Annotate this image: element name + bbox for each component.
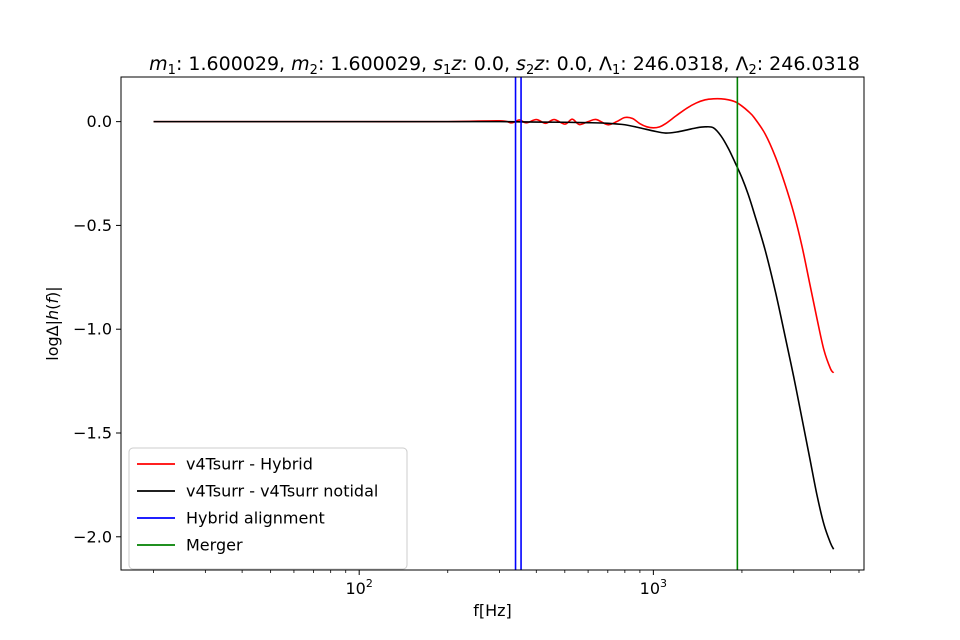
x-axis-label: f[Hz] [473,601,512,620]
y-tick-label-1: −0.5 [73,216,112,235]
y-tick-label-2: −1.0 [73,320,112,339]
plot-area [153,77,835,570]
axes: 0.0 −0.5 −1.0 −1.5 −2.0 102 103 [73,76,865,598]
y-axis-label: logΔ|h(f)| [43,286,62,360]
series-line-0 [153,97,835,374]
y-tick-label-3: −1.5 [73,423,112,442]
legend-label-3: Merger [186,536,243,555]
x-tick-label-1: 103 [640,577,667,598]
chart-title: m1​: 1.600029, m2​: 1.600029, s1​z: 0.0,… [149,53,860,78]
legend-label-0: v4Tsurr - Hybrid [186,455,313,474]
axes-frame [120,76,865,571]
legend-label-2: Hybrid alignment [186,509,325,528]
legend-label-1: v4Tsurr - v4Tsurr notidal [186,482,378,501]
series-line-1 [153,120,835,550]
legend: v4Tsurr - Hybrid v4Tsurr - v4Tsurr notida… [128,447,408,570]
x-tick-label-0: 102 [346,577,373,598]
y-tick-label-0: 0.0 [87,112,112,131]
y-tick-label-4: −2.0 [73,527,112,546]
legend-box [128,447,408,570]
